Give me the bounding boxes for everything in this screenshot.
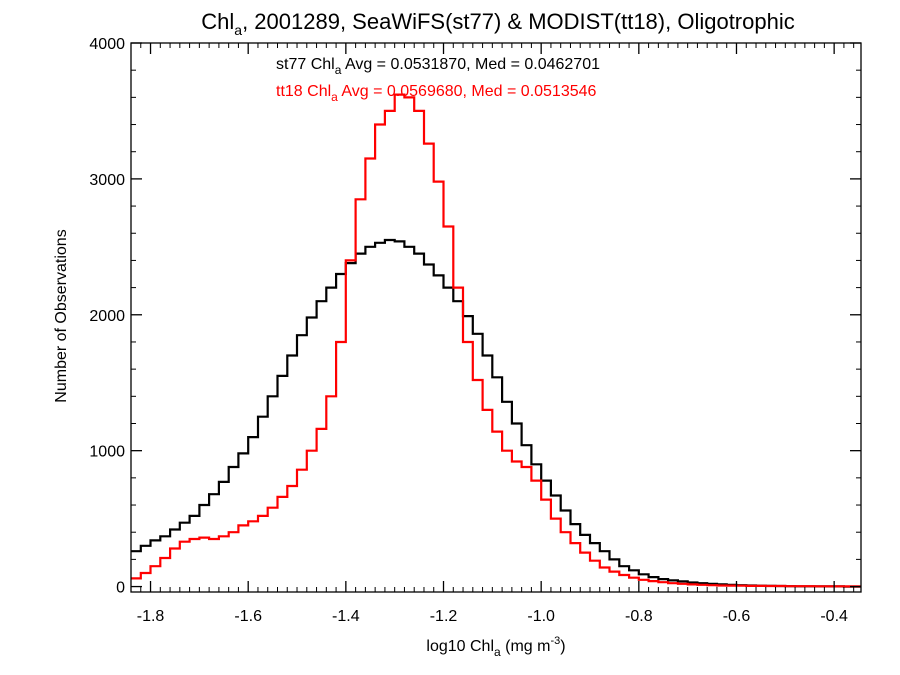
annotation-tt18: tt18 Chla Avg = 0.0569680, Med = 0.05135…	[276, 83, 597, 104]
y-tick-label: 4000	[89, 36, 125, 53]
axes-layer: -1.8 -1.6 -1.4 -1.2 -1.0 -0.8 -0.6 -0.4 0 1000 200…	[89, 36, 862, 625]
x-tick-label: -1.8	[137, 608, 165, 625]
y-tick-label: 0	[116, 580, 125, 597]
annotation-st77: st77 Chla Avg = 0.0531870, Med = 0.04627…	[276, 56, 600, 77]
x-tick-label: -1.4	[332, 608, 360, 625]
x-tick-label: -0.6	[723, 608, 751, 625]
x-tick-label: -1.6	[234, 608, 262, 625]
x-tick-label: -0.4	[820, 608, 848, 625]
y-tick-label: 2000	[89, 308, 125, 325]
series-layer	[131, 93, 861, 588]
x-tick-label: -1.2	[430, 608, 458, 625]
series-line-st77	[131, 238, 861, 588]
chart-title: Chla, 2001289, SeaWiFS(st77) & MODIST(tt…	[201, 9, 794, 38]
y-axis-label: Number of Observations	[53, 229, 70, 402]
x-tick-label: -0.8	[625, 608, 653, 625]
x-axis-label: log10 Chla (mg m-3)	[426, 635, 565, 659]
x-tick-label: -1.0	[527, 608, 555, 625]
y-tick-label: 1000	[89, 444, 125, 461]
plot-frame	[130, 42, 862, 593]
series-line-tt18	[131, 93, 861, 588]
y-tick-label: 3000	[89, 172, 125, 189]
